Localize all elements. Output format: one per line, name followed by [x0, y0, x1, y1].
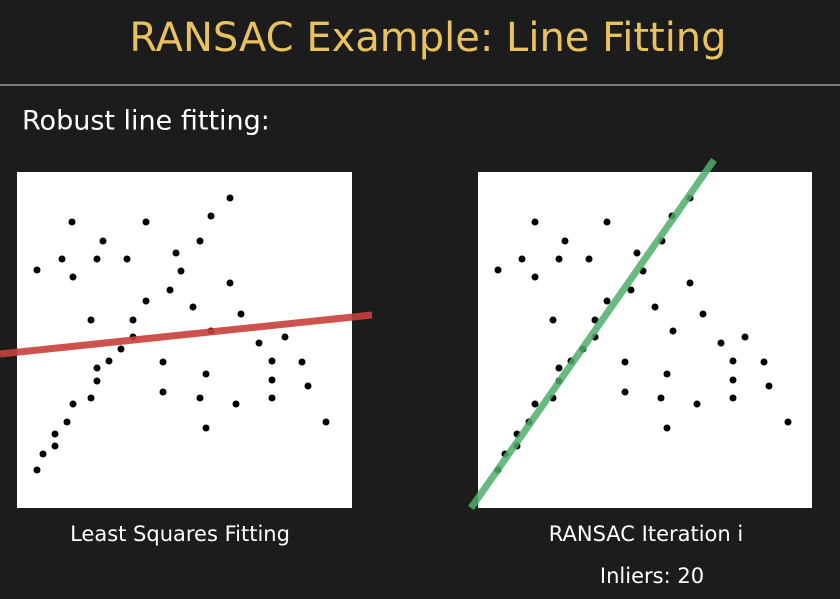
subtitle: Robust line fitting:	[22, 106, 270, 137]
slide-title: RANSAC Example: Line Fitting	[129, 15, 726, 61]
right-panel: RANSAC Iteration i Inliers: 20	[468, 157, 812, 588]
panel-background	[478, 172, 812, 508]
fit-line	[468, 157, 717, 511]
note: Inliers: 20	[600, 564, 704, 588]
fit-line	[0, 311, 373, 358]
panel-background	[17, 172, 352, 508]
caption: RANSAC Iteration i	[549, 522, 743, 546]
left-panel: Least Squares Fitting	[0, 172, 373, 546]
caption: Least Squares Fitting	[70, 522, 290, 546]
